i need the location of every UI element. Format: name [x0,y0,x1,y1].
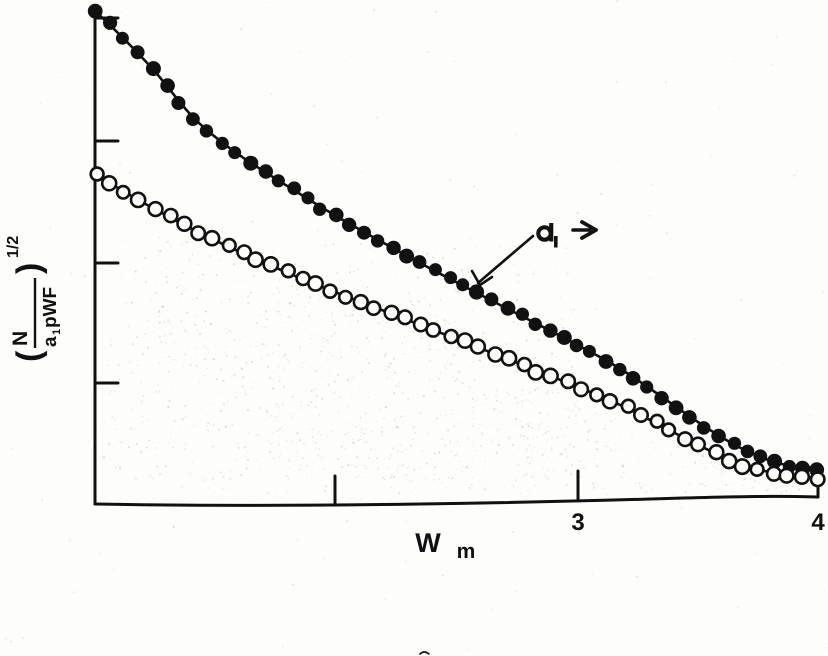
svg-text:3: 3 [571,509,584,536]
svg-text:4: 4 [811,509,825,536]
svg-text:W: W [415,528,441,558]
svg-text:1: 1 [51,329,63,335]
svg-text:): ) [10,263,48,274]
svg-text:N: N [9,331,32,346]
svg-text:(: ( [10,350,48,362]
svg-text:1/2: 1/2 [5,236,22,258]
svg-text:m: m [457,540,476,563]
svg-text:a: a [40,336,61,347]
svg-text:pWF: pWF [40,287,61,328]
